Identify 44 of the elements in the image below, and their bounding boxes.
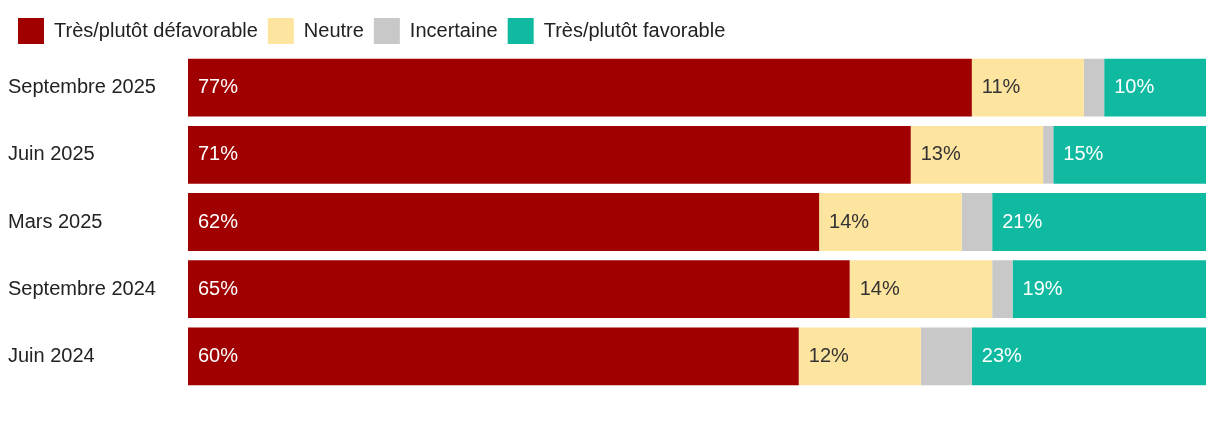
data-label: 13% <box>920 142 961 165</box>
data-label: 14% <box>829 209 870 232</box>
bar <box>187 58 972 117</box>
bar <box>819 193 962 251</box>
bar <box>910 125 1044 184</box>
bar <box>798 327 921 386</box>
data-label: 21% <box>1002 209 1043 232</box>
bar <box>1012 260 1206 319</box>
data-label: 62% <box>197 209 239 232</box>
bar <box>1043 125 1054 184</box>
data-label: 77% <box>197 75 239 98</box>
bar <box>187 260 850 319</box>
bar <box>849 260 993 319</box>
bar <box>187 193 820 251</box>
bar <box>971 58 1084 117</box>
y-tick-label: Juin 2024 <box>8 343 95 366</box>
data-label: 65% <box>197 276 239 299</box>
data-label: 15% <box>1063 142 1104 165</box>
data-label: 12% <box>808 343 849 366</box>
bar <box>992 193 1206 251</box>
bar <box>961 193 993 251</box>
y-tick-label: Juin 2025 <box>8 142 95 165</box>
data-label: 60% <box>197 343 239 366</box>
data-label: 19% <box>1022 276 1063 299</box>
legend-label: Incertaine <box>409 18 498 41</box>
legend-label: Très/plutôt défavorable <box>54 18 258 41</box>
data-label: 71% <box>197 142 239 165</box>
bar <box>1053 125 1206 184</box>
data-label: 11% <box>981 75 1021 98</box>
bar <box>187 125 911 184</box>
bar <box>992 260 1013 319</box>
bar <box>1104 58 1206 117</box>
legend-label: Neutre <box>303 18 364 41</box>
y-tick-label: Septembre 2025 <box>8 75 156 98</box>
y-tick-label: Septembre 2024 <box>8 276 156 299</box>
bar <box>1083 58 1105 117</box>
legend-label: Très/plutôt favorable <box>543 18 726 41</box>
bar <box>971 327 1206 386</box>
data-label: 23% <box>981 343 1023 366</box>
data-label: 10% <box>1114 75 1155 98</box>
y-tick-label: Mars 2025 <box>8 209 103 232</box>
data-label: 14% <box>859 276 900 299</box>
bar <box>920 327 972 386</box>
bar <box>187 327 799 386</box>
